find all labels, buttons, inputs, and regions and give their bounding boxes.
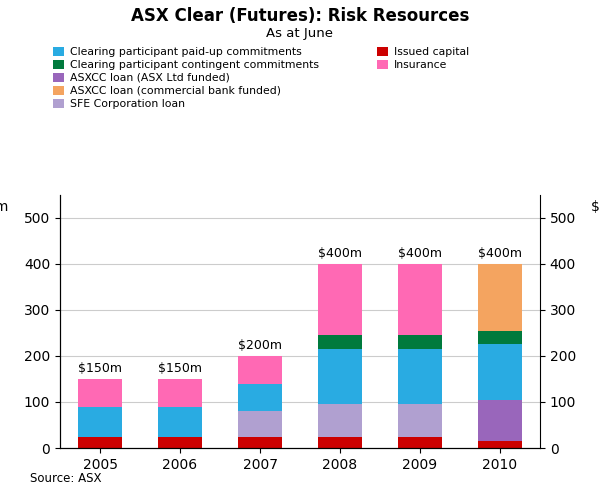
Bar	[78, 407, 122, 436]
Bar	[478, 344, 522, 400]
Legend: Clearing participant paid-up commitments, Clearing participant contingent commit: Clearing participant paid-up commitments…	[53, 47, 319, 109]
Bar	[478, 331, 522, 344]
Bar	[478, 264, 522, 331]
Text: $400m: $400m	[478, 247, 522, 260]
Bar	[398, 349, 442, 404]
Bar	[238, 384, 282, 411]
Bar	[318, 264, 362, 335]
Bar	[238, 411, 282, 436]
Text: Source: ASX: Source: ASX	[30, 471, 101, 485]
Bar	[398, 264, 442, 335]
Bar	[158, 436, 202, 448]
Legend: Issued capital, Insurance: Issued capital, Insurance	[377, 47, 469, 70]
Bar	[318, 404, 362, 436]
Bar	[78, 379, 122, 407]
Bar	[478, 441, 522, 448]
Bar	[238, 356, 282, 384]
Text: $200m: $200m	[238, 339, 282, 352]
Text: $400m: $400m	[398, 247, 442, 260]
Bar	[158, 379, 202, 407]
Bar	[398, 335, 442, 349]
Text: As at June: As at June	[266, 27, 334, 40]
Bar	[398, 436, 442, 448]
Text: $150m: $150m	[78, 362, 122, 375]
Bar	[238, 436, 282, 448]
Text: $400m: $400m	[318, 247, 362, 260]
Bar	[398, 404, 442, 436]
Bar	[318, 335, 362, 349]
Text: $m: $m	[591, 200, 600, 214]
Text: $150m: $150m	[158, 362, 202, 375]
Text: $m: $m	[0, 200, 9, 214]
Bar	[318, 349, 362, 404]
Bar	[318, 436, 362, 448]
Bar	[478, 400, 522, 441]
Bar	[78, 436, 122, 448]
Text: ASX Clear (Futures): Risk Resources: ASX Clear (Futures): Risk Resources	[131, 7, 469, 25]
Bar	[158, 407, 202, 436]
